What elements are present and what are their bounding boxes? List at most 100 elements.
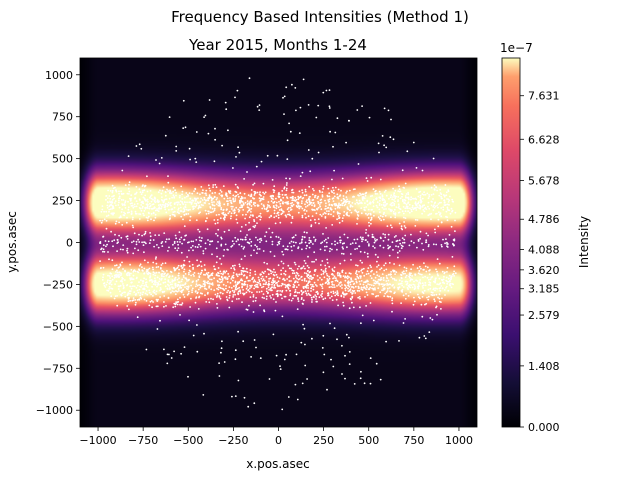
scatter-point: [214, 268, 217, 271]
scatter-point: [134, 212, 137, 215]
scatter-point: [213, 160, 216, 163]
scatter-point: [337, 274, 339, 277]
scatter-point: [149, 195, 152, 198]
scatter-point: [332, 292, 335, 295]
scatter-point: [121, 276, 123, 279]
scatter-point: [409, 286, 412, 289]
scatter-point: [140, 193, 143, 196]
scatter-point: [301, 382, 304, 385]
scatter-point: [173, 266, 175, 269]
scatter-point: [433, 287, 435, 290]
scatter-point: [240, 245, 243, 248]
scatter-point: [208, 301, 211, 304]
scatter-point: [385, 146, 388, 149]
scatter-point: [188, 290, 190, 293]
scatter-point: [271, 240, 274, 243]
scatter-point: [436, 313, 438, 316]
scatter-point: [382, 218, 385, 221]
scatter-point: [215, 232, 217, 235]
scatter-point: [315, 212, 318, 215]
scatter-point: [155, 293, 157, 295]
scatter-point: [246, 286, 249, 288]
scatter-point: [404, 202, 406, 205]
scatter-point: [108, 286, 111, 288]
scatter-point: [111, 259, 114, 262]
scatter-point: [234, 395, 237, 397]
scatter-point: [152, 271, 155, 274]
scatter-point: [428, 207, 431, 210]
scatter-point: [114, 295, 117, 297]
scatter-point: [379, 268, 381, 271]
scatter-point: [103, 218, 106, 221]
scatter-point: [139, 292, 142, 294]
scatter-point: [360, 370, 362, 373]
scatter-point: [183, 225, 186, 228]
scatter-point: [367, 234, 370, 237]
scatter-point: [294, 196, 297, 199]
scatter-point: [151, 281, 154, 283]
scatter-point: [372, 279, 375, 282]
scatter-point: [321, 295, 323, 298]
scatter-point: [279, 238, 282, 240]
x-tick-label: −500: [173, 434, 203, 447]
scatter-point: [118, 190, 120, 193]
scatter-point: [367, 272, 370, 275]
scatter-point: [393, 292, 396, 295]
scatter-point: [371, 208, 373, 211]
scatter-point: [182, 203, 185, 206]
scatter-point: [111, 275, 114, 278]
scatter-point: [291, 217, 294, 220]
scatter-point: [239, 192, 242, 195]
scatter-point: [289, 289, 291, 292]
scatter-point: [446, 271, 448, 273]
scatter-point: [227, 273, 230, 275]
scatter-point: [154, 281, 156, 284]
scatter-point: [266, 210, 269, 213]
scatter-point: [123, 211, 125, 214]
scatter-point: [287, 396, 290, 398]
scatter-point: [159, 189, 161, 192]
scatter-point: [127, 297, 130, 299]
scatter-point: [400, 247, 403, 250]
scatter-point: [305, 280, 308, 282]
scatter-point: [235, 298, 238, 300]
scatter-point: [200, 265, 203, 268]
scatter-point: [333, 286, 336, 288]
scatter-point: [391, 297, 394, 300]
scatter-point: [434, 287, 437, 290]
scatter-point: [126, 249, 128, 252]
scatter-point: [359, 259, 362, 262]
colorbar-tick-label: 4.088: [528, 244, 560, 257]
scatter-point: [378, 217, 381, 220]
scatter-point: [232, 197, 235, 200]
scatter-point: [170, 201, 172, 204]
scatter-point: [135, 301, 137, 304]
scatter-point: [409, 280, 412, 282]
scatter-point: [259, 191, 261, 194]
scatter-point: [363, 382, 366, 385]
scatter-point: [339, 212, 341, 215]
scatter-point: [127, 308, 130, 311]
scatter-point: [398, 185, 400, 188]
scatter-point: [223, 214, 226, 216]
scatter-point: [165, 238, 168, 241]
scatter-point: [224, 215, 226, 218]
scatter-point: [447, 201, 450, 203]
scatter-point: [216, 307, 219, 309]
scatter-point: [230, 245, 233, 248]
scatter-point: [271, 293, 274, 296]
scatter-point: [171, 275, 174, 278]
scatter-point: [259, 274, 262, 276]
scatter-point: [129, 199, 132, 202]
scatter-point: [343, 233, 346, 236]
colorbar-tick-label: 5.678: [528, 175, 560, 188]
scatter-point: [177, 301, 180, 303]
scatter-point: [343, 211, 346, 213]
scatter-point: [304, 364, 307, 367]
scatter-point: [224, 271, 227, 274]
scatter-point: [116, 238, 119, 241]
scatter-point: [419, 279, 422, 281]
scatter-point: [306, 199, 308, 202]
scatter-point: [169, 189, 171, 192]
scatter-point: [247, 202, 249, 205]
